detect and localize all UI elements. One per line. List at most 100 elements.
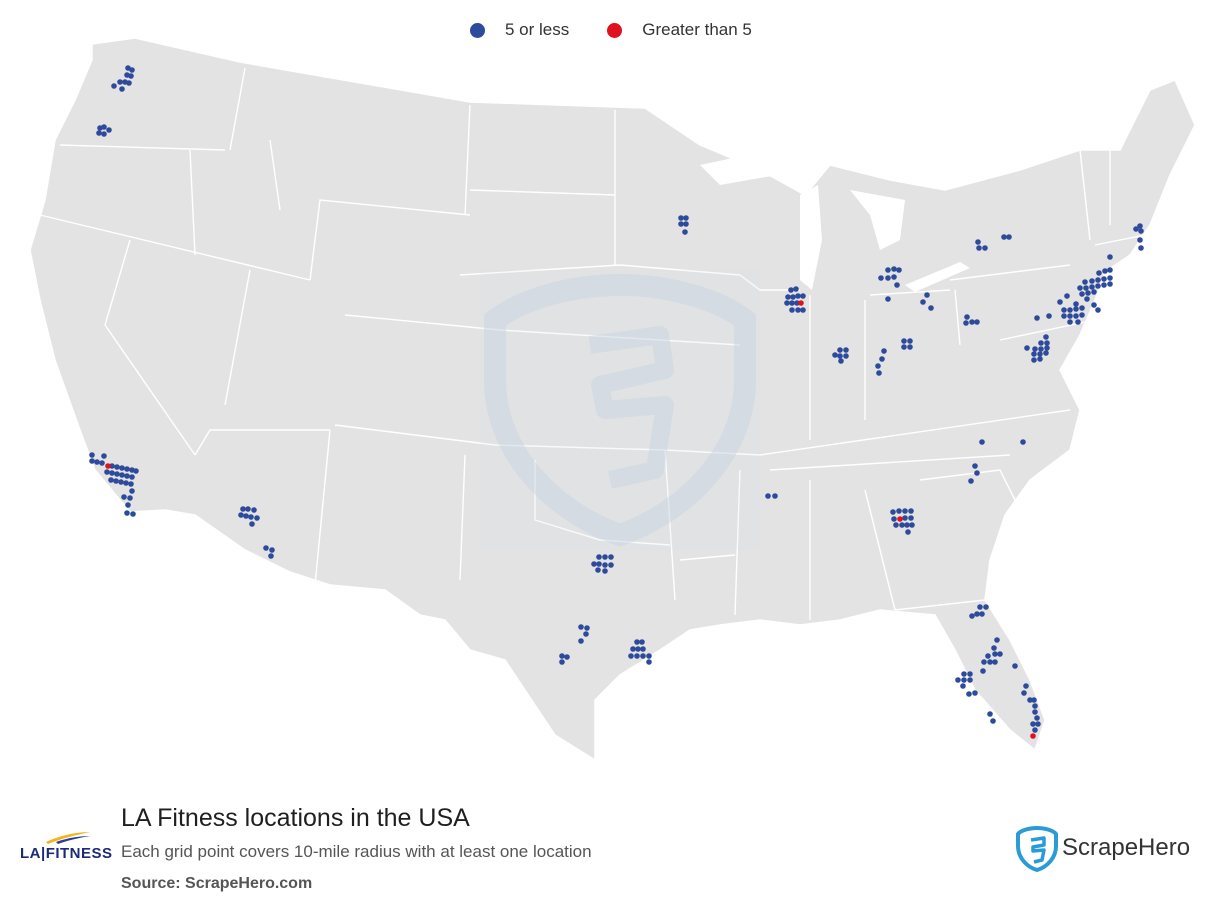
location-marker-low [1077, 285, 1083, 291]
location-marker-low [124, 473, 130, 479]
location-marker-low [128, 73, 134, 79]
location-marker-low [1067, 307, 1073, 313]
location-marker-low [1034, 315, 1040, 321]
location-marker-low [101, 124, 107, 130]
lake-michigan [800, 185, 822, 290]
location-marker-low [106, 127, 112, 133]
location-marker-low [602, 554, 608, 560]
location-marker-low [990, 718, 996, 724]
location-marker-low [99, 460, 105, 466]
watermark-shield-icon [480, 270, 760, 550]
location-marker-low [89, 458, 95, 464]
location-marker-low [111, 83, 117, 89]
location-marker-low [894, 282, 900, 288]
location-marker-low [1079, 312, 1085, 318]
map-subtitle: Each grid point covers 10-mile radius wi… [121, 842, 592, 861]
location-marker-low [1137, 237, 1143, 243]
location-marker-low [1031, 357, 1037, 363]
location-marker-low [1038, 340, 1044, 346]
location-marker-low [1082, 279, 1088, 285]
location-marker-low [596, 561, 602, 567]
location-marker-low [878, 275, 884, 281]
location-marker-low [646, 659, 652, 665]
location-marker-low [129, 67, 135, 73]
location-marker-low [101, 131, 107, 137]
location-marker-low [602, 568, 608, 574]
location-marker-low [1023, 683, 1029, 689]
location-marker-low [902, 515, 908, 521]
location-marker-low [832, 352, 838, 358]
location-marker-low [908, 508, 914, 514]
location-marker-low [1032, 709, 1038, 715]
location-marker-low [979, 439, 985, 445]
location-marker-low [896, 508, 902, 514]
location-marker-low [1075, 319, 1081, 325]
location-marker-low [907, 344, 913, 350]
location-marker-low [125, 502, 131, 508]
location-marker-low [635, 646, 641, 652]
location-marker-low [876, 370, 882, 376]
location-marker-low [1024, 345, 1030, 351]
location-marker-low [974, 611, 980, 617]
location-marker-low [991, 645, 997, 651]
location-marker-low [843, 347, 849, 353]
location-marker-low [1035, 721, 1041, 727]
location-marker-low [133, 468, 139, 474]
location-marker-low [109, 463, 115, 469]
location-marker-low [789, 307, 795, 313]
location-marker-low [1084, 296, 1090, 302]
location-marker-low [1079, 305, 1085, 311]
location-marker-low [1107, 254, 1113, 260]
location-marker-low [1089, 284, 1095, 290]
location-marker-low [130, 511, 136, 517]
location-marker-low [885, 275, 891, 281]
location-marker-low [969, 613, 975, 619]
scrapehero-shield-icon [1016, 826, 1058, 872]
location-marker-low [977, 604, 983, 610]
location-marker-low [608, 554, 614, 560]
location-marker-low [634, 653, 640, 659]
location-marker-low [1034, 715, 1040, 721]
location-marker-low [901, 344, 907, 350]
location-marker-low [127, 495, 133, 501]
lake-erie [905, 262, 970, 292]
location-marker-low [1032, 703, 1038, 709]
location-marker-low [893, 522, 899, 528]
location-marker-low [628, 653, 634, 659]
location-marker-low [1061, 313, 1067, 319]
location-marker-low [1061, 307, 1067, 313]
location-marker-low [1079, 291, 1085, 297]
location-marker-low [1030, 721, 1036, 727]
location-marker-low [559, 659, 565, 665]
location-marker-low [1096, 270, 1102, 276]
location-marker-low [794, 300, 800, 306]
location-marker-low [896, 267, 902, 273]
location-marker-low [955, 677, 961, 683]
location-marker-low [891, 274, 897, 280]
location-marker-low [987, 711, 993, 717]
location-marker-low [124, 466, 130, 472]
location-marker-low [114, 464, 120, 470]
location-marker-low [905, 529, 911, 535]
location-marker-high [1030, 733, 1036, 739]
location-marker-low [1095, 307, 1101, 313]
location-marker-low [992, 659, 998, 665]
location-marker-low [564, 654, 570, 660]
location-marker-low [969, 319, 975, 325]
location-marker-low [1107, 275, 1113, 281]
location-marker-low [608, 562, 614, 568]
location-marker-low [1027, 697, 1033, 703]
legend-item-low: 5 or less [470, 20, 569, 40]
location-marker-low [268, 553, 274, 559]
location-marker-low [800, 307, 806, 313]
location-marker-low [908, 515, 914, 521]
location-marker-low [126, 80, 132, 86]
location-marker-low [634, 639, 640, 645]
location-marker-low [784, 300, 790, 306]
location-marker-low [583, 631, 589, 637]
location-marker-low [960, 683, 966, 689]
legend-label-low: 5 or less [505, 20, 570, 39]
location-marker-low [891, 516, 897, 522]
location-marker-low [1031, 351, 1037, 357]
location-marker-low [245, 506, 251, 512]
